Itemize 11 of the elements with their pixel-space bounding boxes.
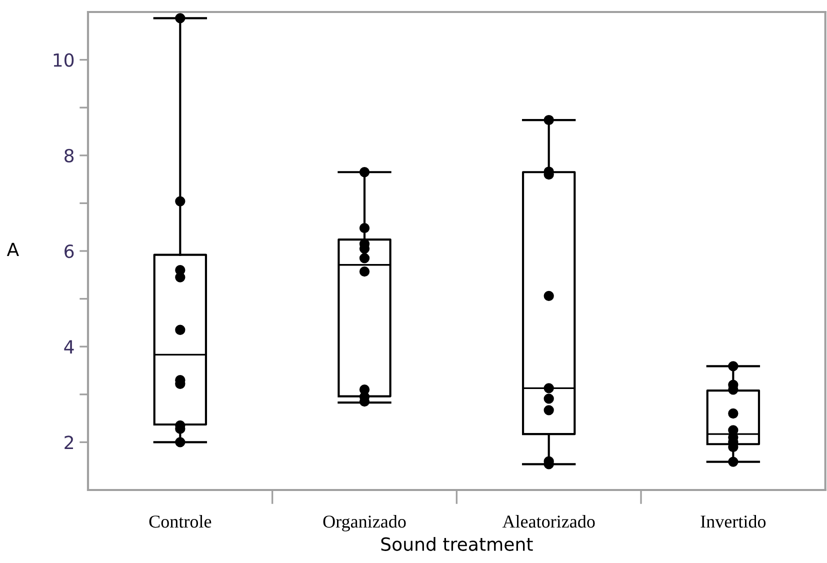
x-tick-label: Aleatorizado xyxy=(502,515,595,528)
y-tick-label: 6 xyxy=(64,244,74,258)
y-tick-label: 10 xyxy=(54,53,74,67)
x-tick-label: Invertido xyxy=(700,515,766,528)
y-tick-label: 8 xyxy=(64,148,74,163)
x-axis-title: Sound treatment xyxy=(381,536,533,551)
x-tick-label: Controle xyxy=(149,515,212,528)
y-axis-title: A xyxy=(6,242,19,256)
y-tick-label: 4 xyxy=(64,340,74,354)
y-tick-label: 2 xyxy=(64,436,73,450)
x-tick-label: Organizado xyxy=(323,515,406,532)
